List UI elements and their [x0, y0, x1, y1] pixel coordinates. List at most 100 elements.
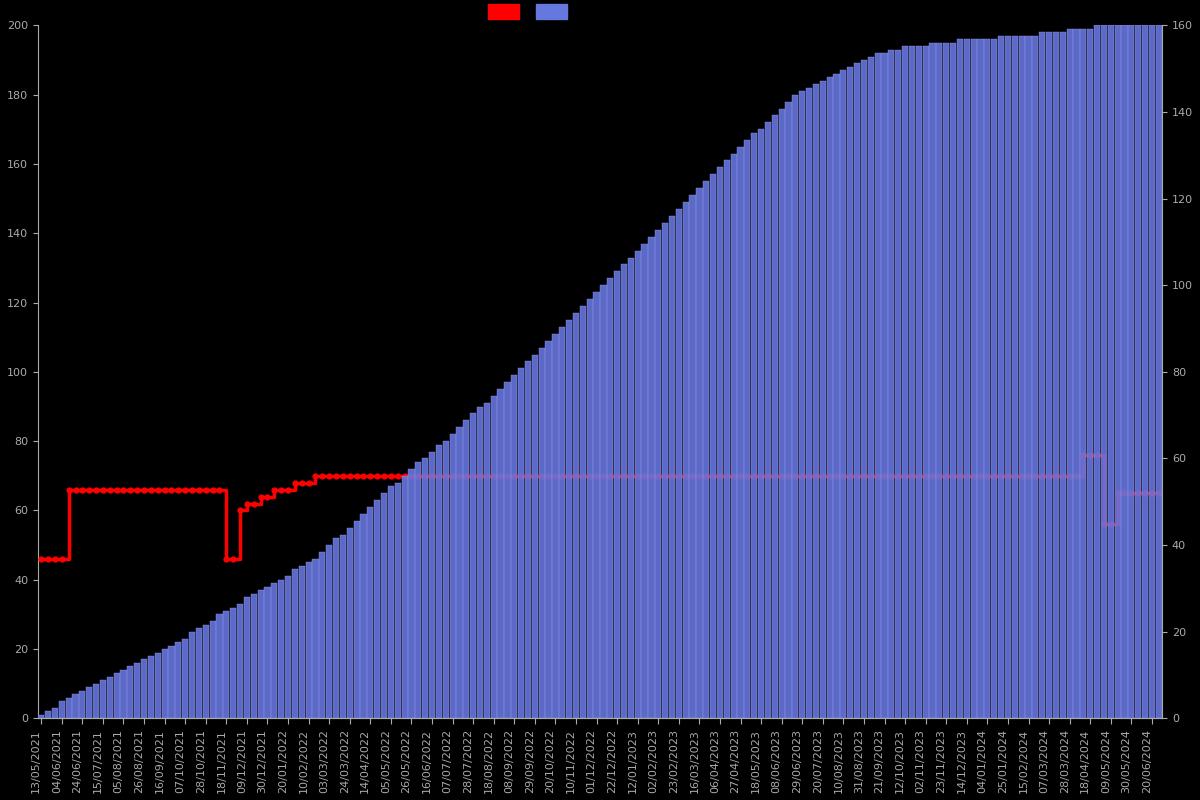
Bar — [580, 306, 586, 718]
Bar — [251, 594, 257, 718]
Bar — [1039, 32, 1045, 718]
Bar — [92, 684, 100, 718]
Bar — [607, 278, 613, 718]
Bar — [950, 42, 956, 718]
Bar — [552, 334, 558, 718]
Bar — [731, 154, 737, 718]
Bar — [79, 690, 85, 718]
Bar — [203, 625, 209, 718]
Bar — [264, 586, 270, 718]
Bar — [764, 122, 772, 718]
Bar — [484, 403, 490, 718]
Bar — [271, 583, 277, 718]
Bar — [319, 552, 325, 718]
Bar — [168, 646, 174, 718]
Bar — [943, 42, 949, 718]
Bar — [114, 674, 120, 718]
Bar — [888, 50, 894, 718]
Bar — [299, 566, 305, 718]
Bar — [476, 406, 484, 718]
Bar — [428, 451, 436, 718]
Bar — [820, 81, 826, 718]
Bar — [38, 715, 44, 718]
Bar — [854, 63, 860, 718]
Bar — [504, 382, 510, 718]
Bar — [244, 597, 250, 718]
Bar — [738, 146, 744, 718]
Bar — [936, 42, 942, 718]
Bar — [374, 500, 380, 718]
Bar — [1156, 26, 1162, 718]
Bar — [614, 271, 620, 718]
Bar — [443, 441, 449, 718]
Bar — [956, 39, 964, 718]
Bar — [470, 414, 476, 718]
Bar — [258, 590, 264, 718]
Bar — [998, 36, 1004, 718]
Bar — [107, 677, 113, 718]
Bar — [162, 649, 168, 718]
Bar — [230, 607, 236, 718]
Bar — [676, 209, 682, 718]
Bar — [668, 216, 676, 718]
Bar — [902, 46, 908, 718]
Bar — [806, 88, 812, 718]
Bar — [799, 91, 805, 718]
Bar — [1142, 26, 1148, 718]
Bar — [52, 708, 58, 718]
Bar — [875, 53, 881, 718]
Bar — [786, 102, 792, 718]
Bar — [628, 258, 634, 718]
Bar — [978, 39, 984, 718]
Bar — [635, 250, 641, 718]
Bar — [44, 711, 52, 718]
Legend: , : , — [488, 4, 577, 19]
Bar — [1019, 36, 1025, 718]
Bar — [354, 521, 360, 718]
Bar — [642, 244, 648, 718]
Bar — [703, 182, 709, 718]
Bar — [971, 39, 977, 718]
Bar — [882, 53, 888, 718]
Bar — [532, 354, 538, 718]
Bar — [1032, 36, 1038, 718]
Bar — [360, 514, 366, 718]
Bar — [539, 348, 545, 718]
Bar — [1148, 26, 1156, 718]
Bar — [436, 445, 442, 718]
Bar — [340, 534, 346, 718]
Bar — [1108, 26, 1114, 718]
Bar — [984, 39, 990, 718]
Bar — [1074, 29, 1080, 718]
Bar — [326, 545, 332, 718]
Bar — [402, 476, 408, 718]
Bar — [860, 60, 868, 718]
Bar — [216, 614, 222, 718]
Bar — [332, 538, 340, 718]
Bar — [1135, 26, 1141, 718]
Bar — [683, 202, 689, 718]
Bar — [812, 84, 820, 718]
Bar — [655, 230, 661, 718]
Bar — [930, 42, 936, 718]
Bar — [923, 46, 929, 718]
Bar — [1004, 36, 1012, 718]
Bar — [395, 482, 401, 718]
Bar — [524, 362, 532, 718]
Bar — [491, 396, 497, 718]
Bar — [716, 167, 724, 718]
Bar — [408, 469, 414, 718]
Bar — [690, 195, 696, 718]
Bar — [312, 559, 318, 718]
Bar — [847, 67, 853, 718]
Bar — [662, 223, 668, 718]
Bar — [1067, 29, 1073, 718]
Bar — [792, 94, 798, 718]
Bar — [587, 299, 593, 718]
Bar — [518, 368, 524, 718]
Bar — [367, 507, 373, 718]
Bar — [710, 174, 716, 718]
Bar — [59, 701, 65, 718]
Bar — [306, 562, 312, 718]
Bar — [594, 292, 600, 718]
